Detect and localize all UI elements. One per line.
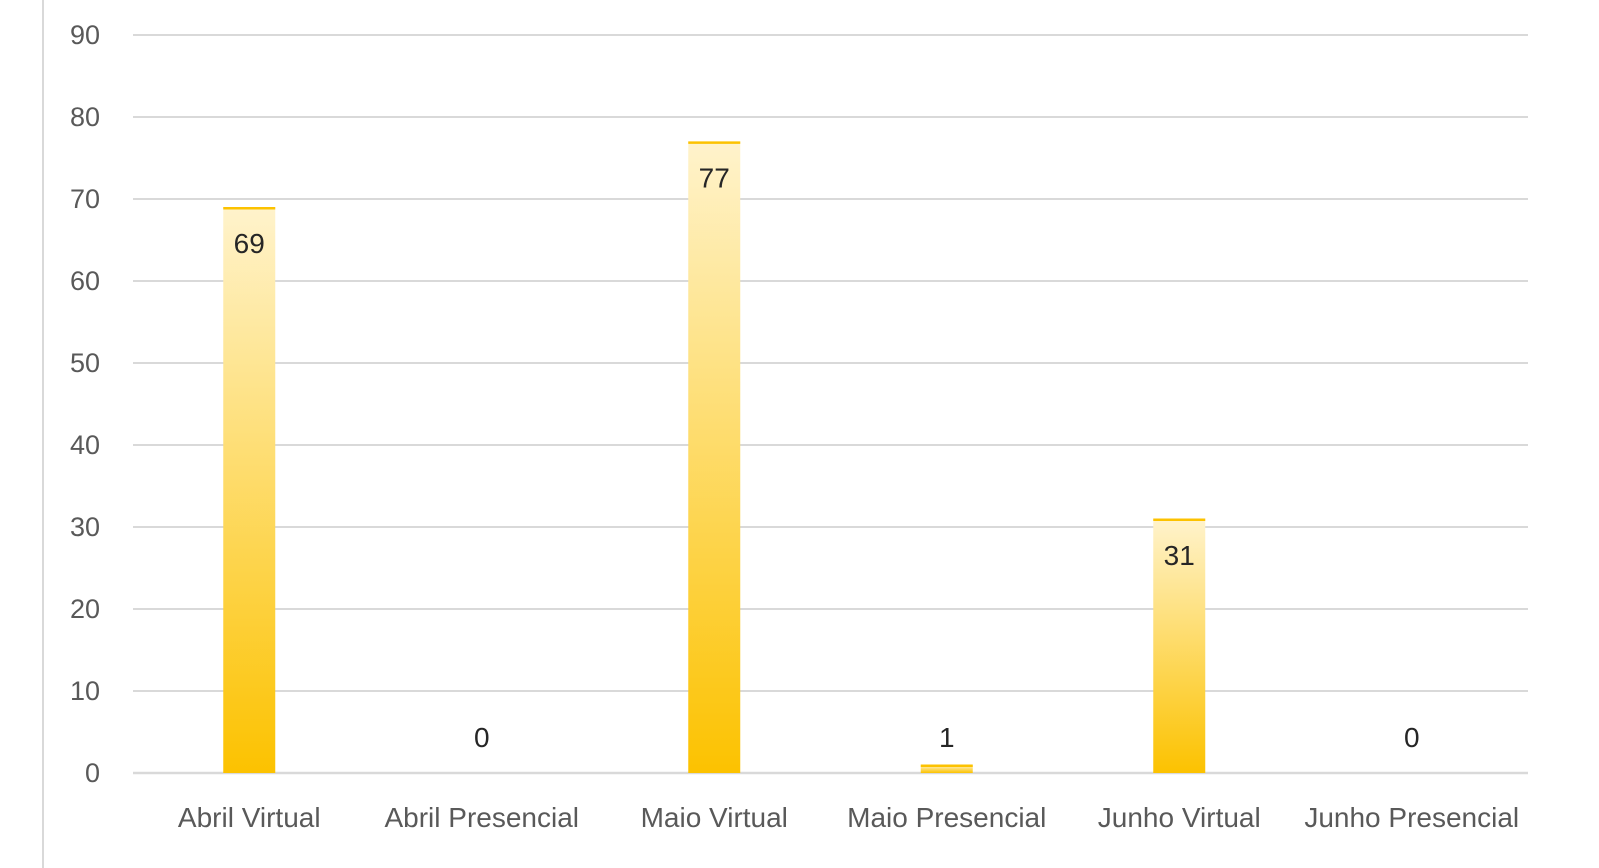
x-category-label: Junho Virtual [1098, 802, 1261, 833]
x-category-label: Junho Presencial [1304, 802, 1519, 833]
x-category-label: Maio Presencial [847, 802, 1046, 833]
y-tick-label: 70 [70, 184, 100, 214]
bar [920, 764, 973, 773]
x-category-label: Maio Virtual [641, 802, 788, 833]
y-axis-ticks: 0 10 20 30 40 50 60 70 80 90 [70, 20, 100, 788]
data-label: 31 [1164, 540, 1195, 571]
y-tick-label: 10 [70, 676, 100, 706]
gridlines [133, 34, 1528, 775]
data-label: 69 [234, 228, 265, 259]
y-tick-label: 0 [85, 758, 100, 788]
bar [688, 141, 741, 774]
x-axis-categories: Abril Virtual Abril Presencial Maio Virtua… [178, 802, 1519, 833]
y-tick-label: 30 [70, 512, 100, 542]
data-label: 77 [699, 163, 730, 194]
y-tick-label: 50 [70, 348, 100, 378]
y-tick-label: 20 [70, 594, 100, 624]
y-tick-label: 60 [70, 266, 100, 296]
chart-left-border [42, 0, 44, 868]
data-label: 1 [939, 722, 955, 753]
data-label: 0 [474, 722, 490, 753]
y-tick-label: 90 [70, 20, 100, 50]
y-tick-label: 80 [70, 102, 100, 132]
data-label: 0 [1404, 722, 1420, 753]
bar [223, 207, 276, 773]
data-labels: 69 0 77 1 31 0 [234, 163, 1420, 753]
x-category-label: Abril Presencial [384, 802, 579, 833]
x-category-label: Abril Virtual [178, 802, 321, 833]
bars [223, 141, 1206, 774]
bar [1153, 518, 1206, 773]
y-tick-label: 40 [70, 430, 100, 460]
